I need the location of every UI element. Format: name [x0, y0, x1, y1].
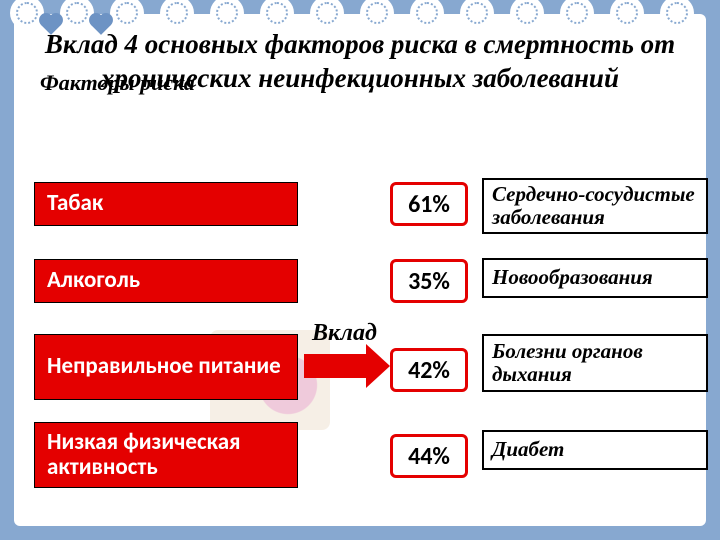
- percent-value: 35%: [408, 267, 450, 296]
- disease-box: Диабет: [482, 430, 708, 470]
- factor-box: Алкоголь: [34, 259, 298, 303]
- factor-label: Низкая физическая активность: [47, 430, 285, 481]
- content-area: Вклад 4 основных факторов риска в смертн…: [20, 20, 700, 520]
- disease-box: Болезни органов дыхания: [482, 334, 708, 392]
- disease-box: Новообразования: [482, 258, 708, 298]
- arrow-head-icon: [366, 344, 390, 388]
- disease-label: Новообразования: [492, 266, 653, 289]
- disease-box: Сердечно-сосудистые заболевания: [482, 178, 708, 234]
- factor-box: Неправильное питание: [34, 334, 298, 400]
- percent-box: 61%: [390, 182, 468, 226]
- disease-label: Сердечно-сосудистые заболевания: [492, 183, 698, 229]
- percent-value: 44%: [408, 442, 450, 471]
- factor-label: Табак: [47, 191, 103, 216]
- percent-box: 35%: [390, 259, 468, 303]
- percent-box: 44%: [390, 434, 468, 478]
- disease-label: Болезни органов дыхания: [492, 340, 698, 386]
- diagram-grid: Табак Алкоголь Неправильное питание Низк…: [34, 182, 686, 510]
- factor-box: Табак: [34, 182, 298, 226]
- factor-label: Алкоголь: [47, 268, 140, 293]
- factor-label: Неправильное питание: [47, 354, 281, 379]
- percent-box: 42%: [390, 348, 468, 392]
- arrow-icon: [304, 354, 366, 378]
- disease-label: Диабет: [492, 438, 564, 461]
- contribution-label: Вклад: [312, 320, 377, 347]
- factor-box: Низкая физическая активность: [34, 422, 298, 488]
- percent-value: 61%: [408, 190, 450, 219]
- percent-value: 42%: [408, 356, 450, 385]
